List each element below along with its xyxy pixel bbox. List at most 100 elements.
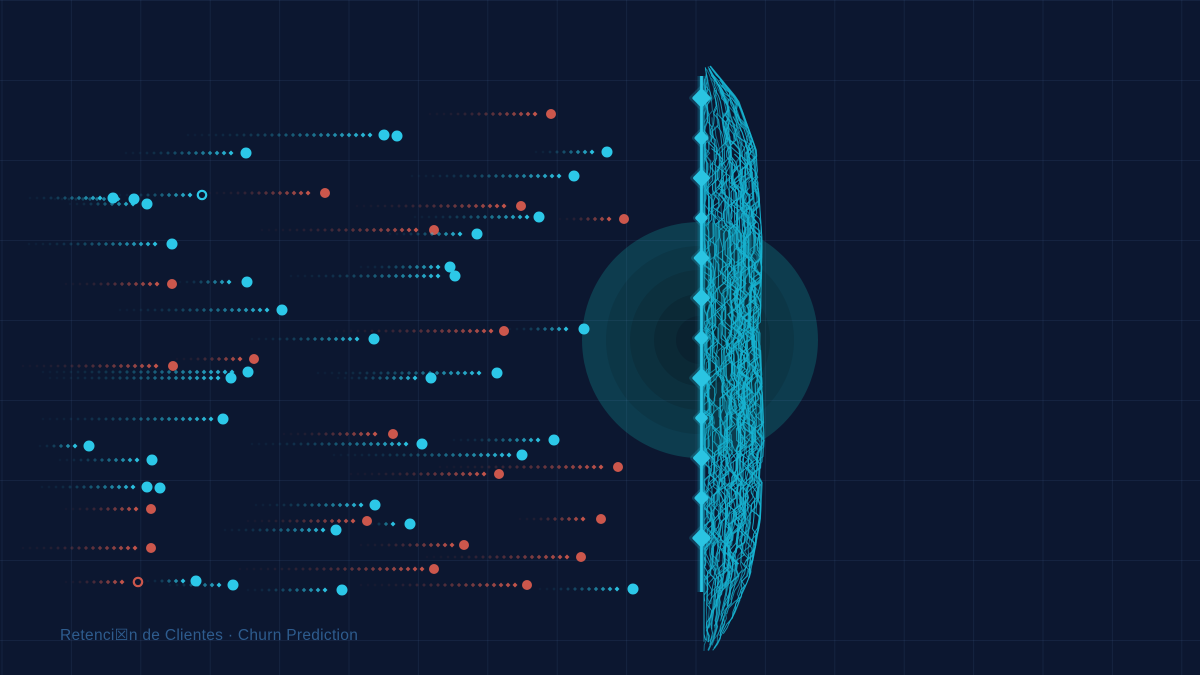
- trail-dot: [515, 465, 519, 469]
- trail-dot: [438, 203, 444, 209]
- trail-dot: [173, 578, 179, 584]
- particle-trail: [558, 214, 629, 224]
- trail-dot: [359, 265, 363, 269]
- trail-dot: [386, 371, 390, 375]
- trail-dot: [391, 375, 397, 381]
- trail-dot: [432, 328, 438, 334]
- particle-trail: [250, 438, 428, 450]
- trail-dot: [174, 308, 178, 312]
- trail-dot: [201, 416, 207, 422]
- trail-dot: [377, 522, 381, 526]
- trail-dot: [559, 516, 565, 522]
- particle-trail: [508, 323, 590, 335]
- trail-dot: [406, 227, 412, 233]
- trail-dot: [303, 432, 307, 436]
- particle-trail: [428, 109, 556, 119]
- trail-dot: [460, 328, 466, 334]
- trail-dot: [292, 442, 296, 446]
- trail-dot: [522, 327, 526, 331]
- trail-dot: [424, 174, 428, 178]
- trail-head-dot: [491, 367, 503, 379]
- trail-dot: [365, 431, 371, 437]
- trail-dot: [96, 241, 102, 247]
- trail-dot: [263, 133, 267, 137]
- trail-dot: [403, 441, 409, 447]
- trail-dot: [416, 453, 420, 457]
- trail-dot: [413, 215, 417, 219]
- trail-dot: [310, 432, 314, 436]
- trail-dot: [186, 133, 190, 137]
- spine-node: [692, 368, 711, 388]
- trail-dot: [361, 441, 367, 447]
- trail-dot: [402, 453, 406, 457]
- particle-trail: [336, 372, 437, 384]
- trail-dot: [455, 370, 461, 376]
- trail-head-dot: [128, 193, 140, 205]
- trail-dot: [98, 506, 104, 512]
- trail-dot: [238, 567, 242, 571]
- trail-dot: [338, 274, 342, 278]
- particle-trail: [254, 499, 381, 511]
- trail-dot: [55, 370, 59, 374]
- trail-dot: [132, 363, 138, 369]
- trail-dot: [187, 375, 193, 381]
- trail-dot: [356, 472, 360, 476]
- trail-dot: [237, 356, 243, 362]
- trail-dot: [208, 307, 214, 313]
- trail-dot: [215, 191, 219, 195]
- trail-dot: [407, 542, 413, 548]
- trail-dot: [374, 453, 378, 457]
- trail-dot: [543, 554, 549, 560]
- trail-dot: [370, 329, 374, 333]
- trail-dot: [71, 580, 75, 584]
- trail-dot: [333, 441, 339, 447]
- trail-head-dot: [404, 518, 416, 530]
- trail-head-dot: [378, 129, 390, 141]
- trail-dot: [353, 132, 359, 138]
- trail-dot: [453, 471, 459, 477]
- trail-dot: [146, 193, 150, 197]
- trail-dot: [298, 190, 304, 196]
- trail-dot: [159, 192, 165, 198]
- trail-dot: [539, 517, 543, 521]
- trail-dot: [343, 376, 347, 380]
- trail-dot: [317, 432, 321, 436]
- trail-dot: [173, 416, 179, 422]
- trail-dot: [260, 519, 264, 523]
- trail-dot: [431, 174, 435, 178]
- particle-trail: [282, 429, 398, 439]
- trail-dot: [92, 507, 96, 511]
- trail-dot: [322, 518, 328, 524]
- trail-dot: [337, 502, 343, 508]
- trail-dot: [358, 431, 364, 437]
- trail-dot: [329, 518, 335, 524]
- trail-dot: [375, 441, 381, 447]
- trail-dot: [77, 364, 81, 368]
- trail-dot: [441, 370, 447, 376]
- trail-dot: [215, 369, 221, 375]
- trail-dot: [200, 150, 206, 156]
- trail-dot: [319, 336, 325, 342]
- trail-dot: [281, 519, 285, 523]
- trail-head-dot: [459, 540, 469, 550]
- trail-dot: [152, 241, 158, 247]
- trail-dot: [138, 151, 142, 155]
- trail-dot: [120, 457, 126, 463]
- trail-dot: [201, 307, 207, 313]
- trail-head-dot: [146, 543, 156, 553]
- particle-trail: [238, 564, 439, 574]
- trail-dot: [357, 227, 363, 233]
- particle-trail: [355, 201, 526, 211]
- trail-head-dot-secondary: [391, 130, 403, 142]
- trail-dot: [563, 326, 569, 332]
- trail-dot: [70, 364, 74, 368]
- trail-dot: [302, 228, 306, 232]
- trail-dot: [119, 281, 125, 287]
- trail-dot: [445, 465, 449, 469]
- tangle-line: [703, 125, 738, 630]
- trail-dot: [147, 281, 153, 287]
- trail-dot: [428, 112, 432, 116]
- trail-dot: [542, 464, 548, 470]
- trail-dot: [549, 464, 555, 470]
- trail-dot: [421, 542, 427, 548]
